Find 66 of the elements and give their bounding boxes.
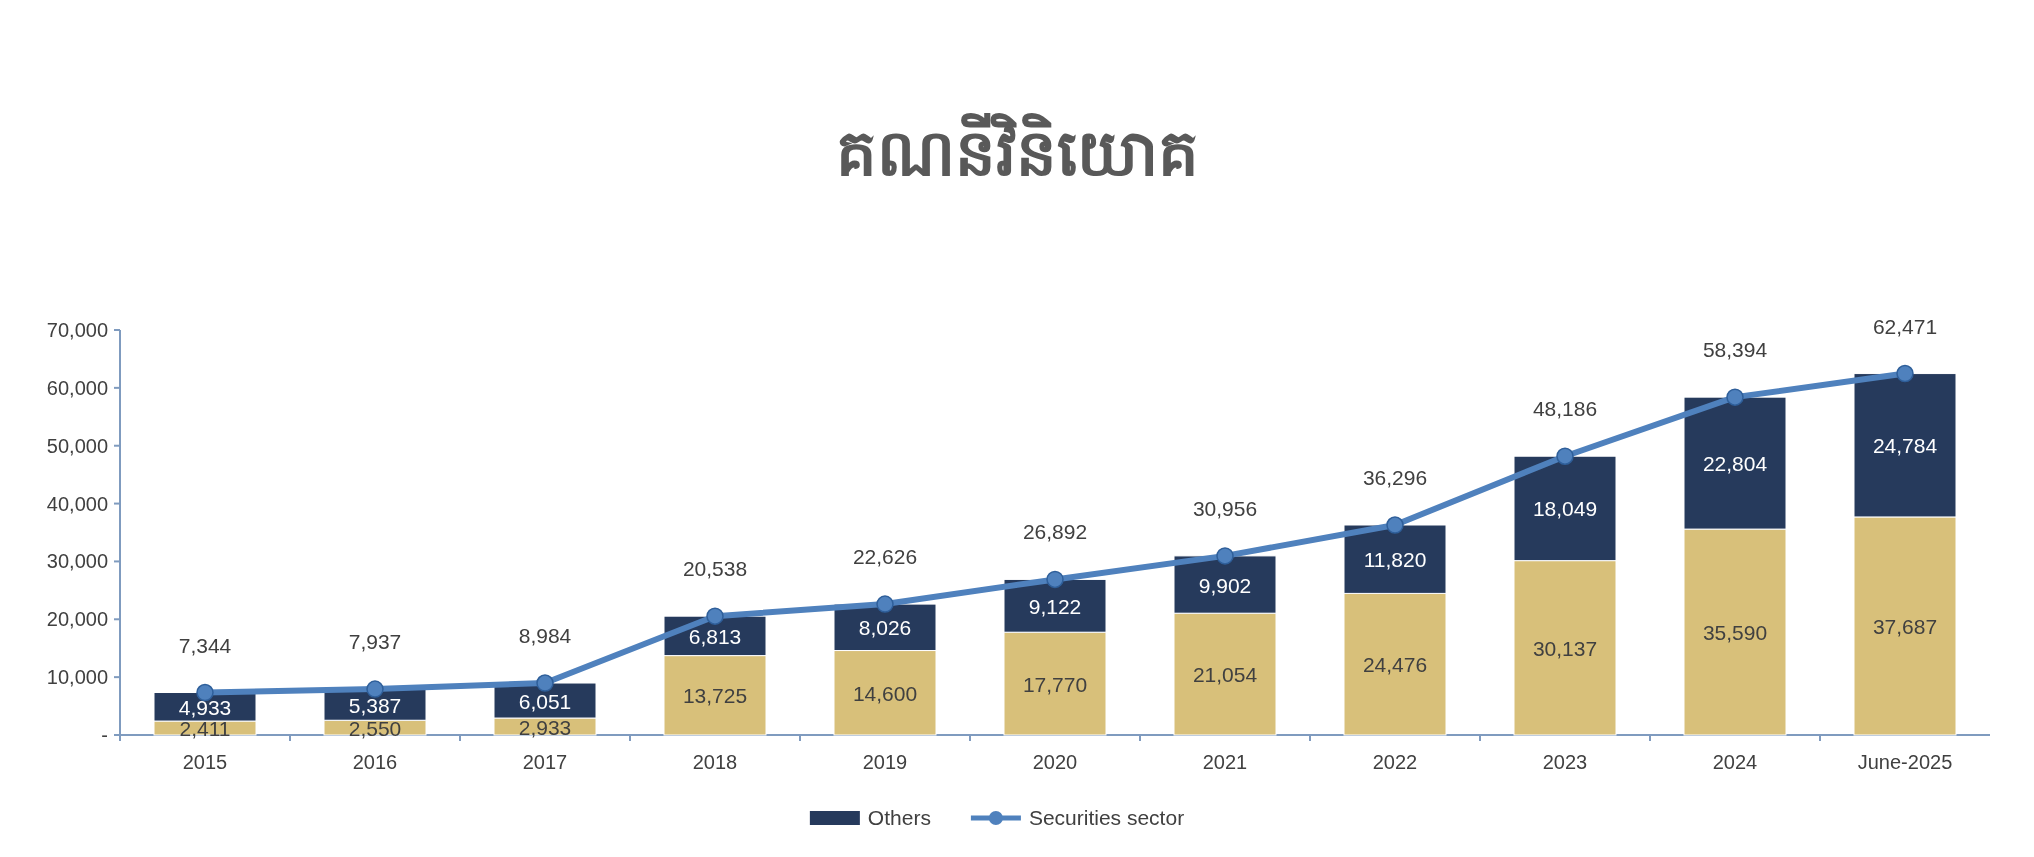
point xyxy=(196,683,214,702)
x-tick-label: 2024 xyxy=(1712,751,1758,773)
x-tick-label: 2017 xyxy=(522,751,568,773)
point xyxy=(1726,388,1744,406)
data-label: 4,933 xyxy=(178,695,232,719)
data-label: 62,471 xyxy=(1872,314,1938,338)
data-label: 22,626 xyxy=(852,545,918,569)
data-label: 30,137 xyxy=(1532,636,1598,660)
data-label: 2,550 xyxy=(348,716,402,740)
data-label: 48,186 xyxy=(1532,397,1598,421)
x-tick-label: 2015 xyxy=(182,751,228,773)
data-label: 9,122 xyxy=(1028,594,1082,618)
legend-label: Securities sector xyxy=(1028,806,1185,829)
data-label: 13,725 xyxy=(682,684,748,708)
y-tick-label: 70,000 xyxy=(46,319,108,341)
data-label: 6,813 xyxy=(688,624,742,648)
data-label: 9,902 xyxy=(1198,573,1252,597)
point xyxy=(706,607,724,625)
data-label: 7,937 xyxy=(348,630,402,654)
data-label: 14,600 xyxy=(852,681,918,705)
point xyxy=(1386,516,1404,534)
legend-label: Others xyxy=(867,806,931,829)
x-tick-label: 2018 xyxy=(692,751,738,773)
y-tick-label: 40,000 xyxy=(46,492,108,515)
x-tick-label: 2016 xyxy=(352,751,398,773)
point xyxy=(1046,570,1064,589)
point xyxy=(876,595,894,613)
x-tick-label: 2022 xyxy=(1372,751,1418,773)
data-label: 24,476 xyxy=(1362,653,1428,677)
data-label: 22,804 xyxy=(1702,452,1768,476)
point xyxy=(1896,364,1914,383)
point xyxy=(536,674,554,692)
data-label: 36,296 xyxy=(1362,466,1428,489)
data-label: 58,394 xyxy=(1702,338,1768,362)
data-label: 26,892 xyxy=(1022,520,1088,544)
data-label: 20,538 xyxy=(682,557,748,581)
chart-title: គណនីវិនិយោគ xyxy=(835,113,1199,189)
x-tick-label: 2019 xyxy=(862,751,908,773)
y-tick-label: 60,000 xyxy=(46,376,108,399)
y-tick-label: 20,000 xyxy=(46,608,108,631)
data-label: 18,049 xyxy=(1532,497,1598,521)
data-label: 8,984 xyxy=(518,624,572,648)
data-label: 30,956 xyxy=(1192,496,1258,520)
point xyxy=(366,680,384,698)
y-tick-label: 10,000 xyxy=(46,666,108,689)
y-tick-label: - xyxy=(101,724,108,746)
point xyxy=(1556,447,1574,465)
data-label: 8,026 xyxy=(858,616,912,640)
data-label: 24,784 xyxy=(1872,434,1938,458)
y-tick-label: 50,000 xyxy=(46,434,108,457)
data-label: 11,820 xyxy=(1363,548,1427,572)
data-label: 2,933 xyxy=(518,715,572,739)
data-label: 17,770 xyxy=(1022,672,1088,696)
data-label: 6,051 xyxy=(518,689,572,713)
x-tick-label: 2023 xyxy=(1542,751,1588,773)
data-label: 21,054 xyxy=(1192,663,1258,687)
data-label: 7,344 xyxy=(178,633,232,657)
data-label: 37,687 xyxy=(1872,614,1938,638)
y-tick-label: 30,000 xyxy=(46,550,108,573)
data-label: 2,411 xyxy=(179,717,231,741)
x-tick-label: 2020 xyxy=(1032,751,1078,773)
x-tick-label: 2021 xyxy=(1202,751,1248,773)
data-label: 5,387 xyxy=(348,693,402,717)
data-label: 35,590 xyxy=(1702,621,1768,645)
point xyxy=(1216,547,1234,565)
x-tick-label: June-2025 xyxy=(1857,751,1953,773)
